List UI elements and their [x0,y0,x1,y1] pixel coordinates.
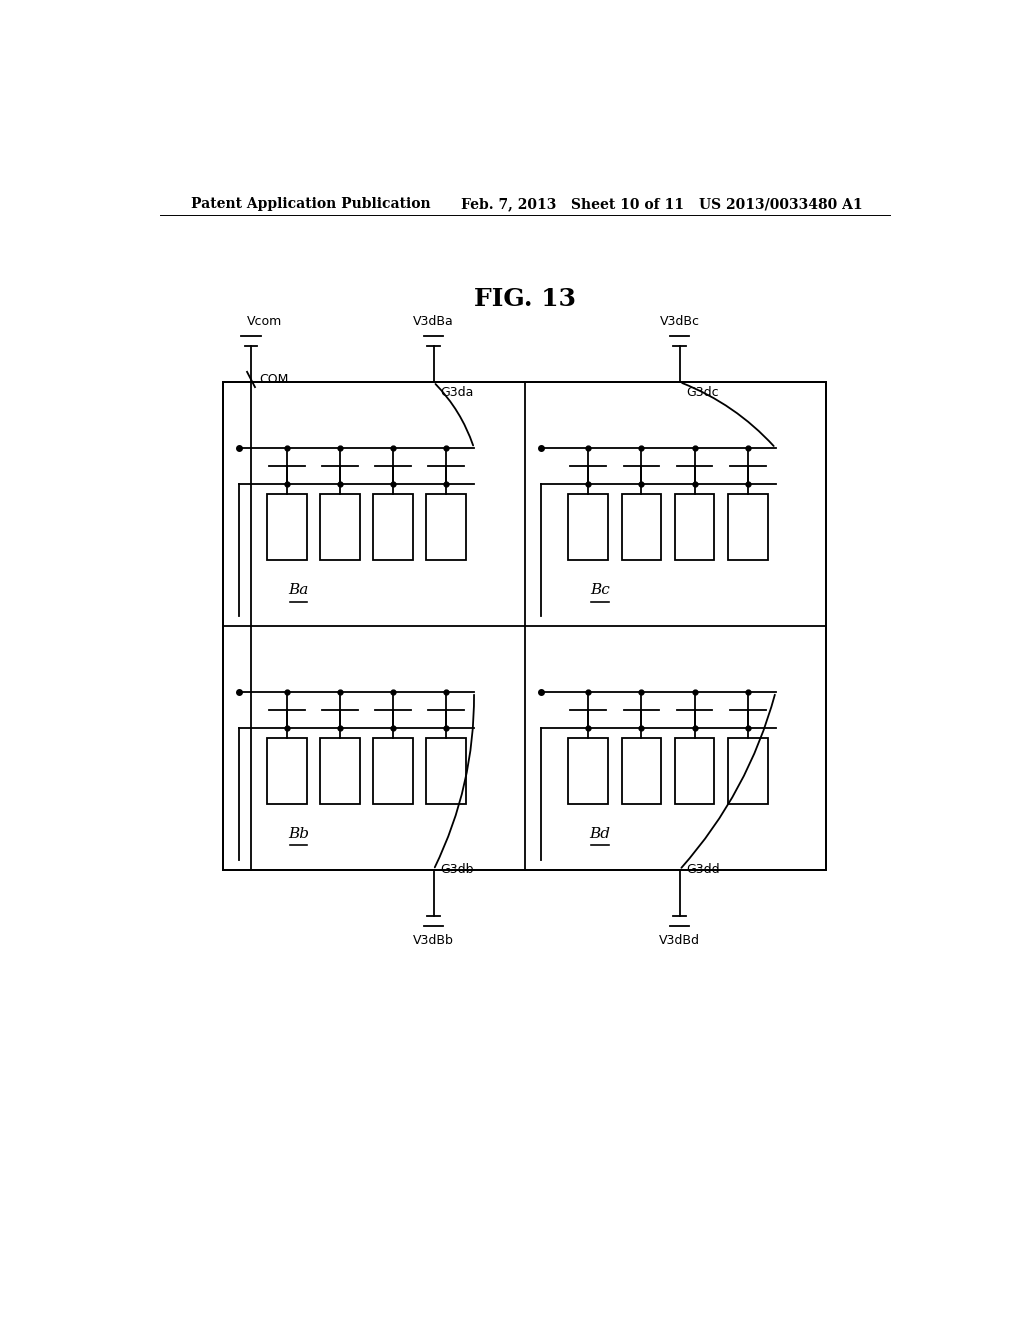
Bar [223,381,826,870]
Bar [728,494,768,560]
Text: V3dBd: V3dBd [659,935,700,946]
Text: COM: COM [259,374,289,387]
Bar [622,738,662,804]
Bar [728,738,768,804]
Text: V3dBb: V3dBb [413,935,454,946]
Text: Patent Application Publication: Patent Application Publication [191,197,431,211]
Text: Feb. 7, 2013   Sheet 10 of 11: Feb. 7, 2013 Sheet 10 of 11 [461,197,684,211]
Text: Bc: Bc [590,583,610,598]
Text: Vcom: Vcom [247,315,283,329]
Text: Bd: Bd [590,828,610,841]
Text: FIG. 13: FIG. 13 [474,286,575,310]
Text: G3dc: G3dc [686,385,719,399]
Bar [373,494,413,560]
Text: V3dBa: V3dBa [413,315,454,329]
Text: G3da: G3da [440,385,473,399]
Text: US 2013/0033480 A1: US 2013/0033480 A1 [699,197,863,211]
Text: G3db: G3db [440,863,473,876]
Bar [675,494,715,560]
Text: Bb: Bb [288,828,309,841]
Text: V3dBc: V3dBc [659,315,699,329]
Text: Ba: Ba [289,583,309,598]
Text: G3dd: G3dd [686,863,720,876]
Bar [321,494,359,560]
Bar [267,494,306,560]
Bar [568,738,608,804]
Bar [267,738,306,804]
Bar [622,494,662,560]
Bar [321,738,359,804]
Bar [426,738,466,804]
Bar [675,738,715,804]
Bar [568,494,608,560]
Bar [426,494,466,560]
Bar [373,738,413,804]
